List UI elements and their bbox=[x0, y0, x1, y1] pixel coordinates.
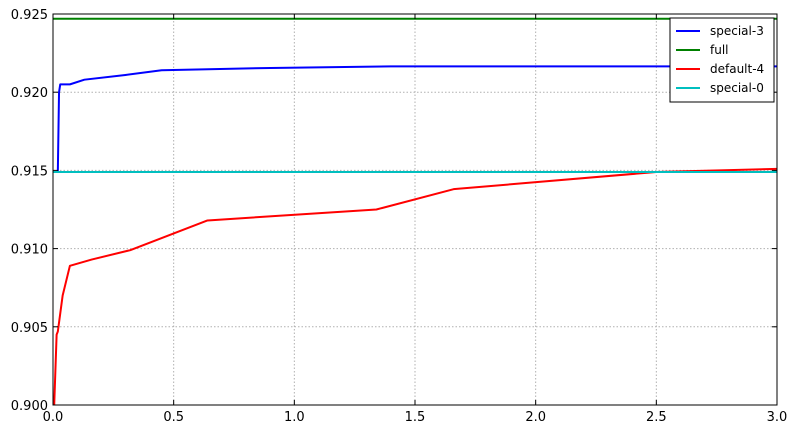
legend-label: default-4 bbox=[710, 62, 764, 76]
y-tick-label: 0.920 bbox=[11, 86, 48, 101]
x-tick-label: 1.0 bbox=[284, 410, 305, 425]
x-tick-label: 2.5 bbox=[646, 410, 667, 425]
y-tick-label: 0.925 bbox=[11, 8, 48, 23]
x-tick-label: 2.0 bbox=[525, 410, 546, 425]
series-line-special-3 bbox=[53, 65, 777, 173]
y-tick-label: 0.910 bbox=[11, 243, 48, 258]
x-tick-label: 0.0 bbox=[43, 410, 64, 425]
y-tick-label: 0.900 bbox=[11, 399, 48, 414]
grid-lines bbox=[53, 14, 777, 405]
legend-label: special-0 bbox=[710, 81, 764, 95]
y-tick-label: 0.915 bbox=[11, 164, 48, 179]
axis-ticks: 0.0 0.5 1.0 1.5 2.0 2.5 3.0 0.900 0.905 0.910 0.91… bbox=[11, 8, 788, 425]
legend-label: special-3 bbox=[710, 24, 764, 38]
x-tick-label: 1.5 bbox=[405, 410, 426, 425]
series-line-default-4 bbox=[53, 167, 777, 405]
y-tick-label: 0.905 bbox=[11, 321, 48, 336]
legend: special-3 full default-4 special-0 bbox=[669, 17, 775, 103]
x-tick-label: 3.0 bbox=[767, 410, 788, 425]
plot-frame bbox=[52, 13, 778, 406]
legend-label: full bbox=[710, 43, 729, 57]
x-tick-label: 0.5 bbox=[163, 410, 184, 425]
